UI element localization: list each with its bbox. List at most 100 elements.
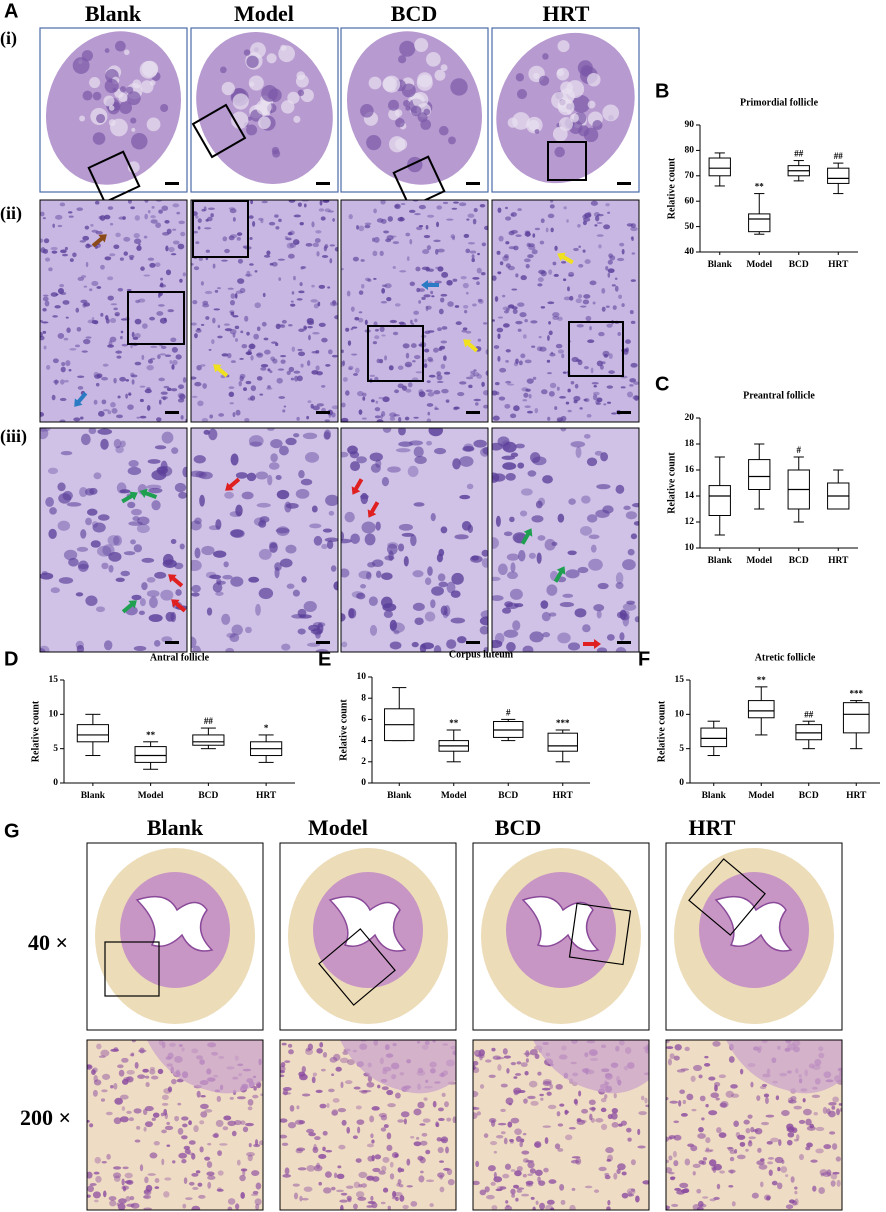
cell xyxy=(510,213,515,217)
cell xyxy=(520,353,526,359)
cell xyxy=(626,1127,632,1133)
cell xyxy=(101,399,107,405)
cell xyxy=(356,592,366,600)
cell xyxy=(157,292,161,298)
cell xyxy=(197,400,204,407)
arrow xyxy=(553,566,566,583)
cell xyxy=(42,307,47,312)
cell xyxy=(495,1135,504,1139)
panel-label: B xyxy=(655,80,669,102)
cell xyxy=(191,322,197,326)
cell xyxy=(583,433,591,439)
cell xyxy=(68,368,72,372)
cell xyxy=(156,466,168,475)
cell xyxy=(278,277,282,281)
cell xyxy=(506,383,515,386)
follicle xyxy=(139,60,158,79)
cell xyxy=(146,404,151,411)
cell xyxy=(383,230,390,234)
image-frame xyxy=(491,427,640,653)
cell xyxy=(414,617,424,626)
cell xyxy=(581,1108,589,1114)
cell xyxy=(268,221,276,226)
cell xyxy=(546,359,551,363)
cell xyxy=(437,248,445,253)
cell xyxy=(567,642,581,651)
cell xyxy=(135,299,141,304)
cell xyxy=(813,1112,818,1116)
cell xyxy=(539,240,545,245)
tissue-background xyxy=(40,200,187,422)
cell xyxy=(531,345,536,348)
cell xyxy=(258,1140,263,1146)
cell xyxy=(60,451,73,456)
arrow xyxy=(139,488,158,499)
cell xyxy=(832,1096,839,1103)
cell xyxy=(393,1191,403,1197)
cell xyxy=(136,416,140,419)
cell xyxy=(152,1112,160,1118)
cell xyxy=(431,586,444,596)
cell xyxy=(756,1095,761,1101)
cell xyxy=(440,1136,449,1144)
y-tick-label: 5 xyxy=(53,744,58,754)
cell xyxy=(702,1157,708,1161)
cell xyxy=(530,320,538,324)
cell xyxy=(252,1190,259,1195)
cell xyxy=(139,385,146,388)
cell xyxy=(224,328,233,332)
cell xyxy=(480,447,488,457)
cell xyxy=(505,206,508,210)
cell xyxy=(117,1203,126,1210)
cell xyxy=(618,1123,623,1127)
group-label: Blank xyxy=(147,815,204,840)
cell xyxy=(435,1122,440,1128)
zoom-box xyxy=(568,902,632,966)
cell xyxy=(51,250,58,254)
cell xyxy=(462,282,469,289)
cell xyxy=(739,1141,746,1147)
cell xyxy=(568,498,576,505)
cell xyxy=(386,1089,394,1096)
cell xyxy=(142,323,148,329)
cell xyxy=(200,323,205,326)
cell xyxy=(89,1183,97,1186)
cell xyxy=(244,315,249,322)
cell xyxy=(548,321,551,325)
cell xyxy=(50,292,58,297)
cell xyxy=(134,333,141,339)
panel-label: E xyxy=(318,648,331,670)
cell xyxy=(389,1173,395,1180)
cell xyxy=(341,568,350,578)
cell xyxy=(52,223,56,228)
cell xyxy=(332,218,335,222)
cell xyxy=(61,361,66,367)
follicle xyxy=(368,76,382,90)
cell xyxy=(121,1178,125,1186)
cell xyxy=(788,1099,797,1104)
follicle xyxy=(132,79,142,89)
cell xyxy=(603,354,608,358)
cell xyxy=(362,392,367,397)
cell xyxy=(235,472,248,479)
cell xyxy=(436,371,442,376)
cell xyxy=(730,1169,734,1175)
cell xyxy=(161,636,173,643)
cell xyxy=(527,1161,535,1169)
tissue-background xyxy=(191,200,338,422)
cell xyxy=(372,1167,381,1173)
cell xyxy=(440,297,445,303)
follicle xyxy=(72,57,90,74)
cell xyxy=(669,1100,679,1104)
follicle xyxy=(243,49,251,56)
cell xyxy=(232,411,236,418)
cell xyxy=(728,1169,736,1174)
cell xyxy=(372,341,378,345)
cell xyxy=(379,326,385,333)
cell xyxy=(592,301,596,305)
cell xyxy=(94,1156,102,1164)
cell xyxy=(99,215,106,221)
cell xyxy=(41,321,49,324)
cell xyxy=(595,1118,604,1123)
cell xyxy=(130,206,135,210)
